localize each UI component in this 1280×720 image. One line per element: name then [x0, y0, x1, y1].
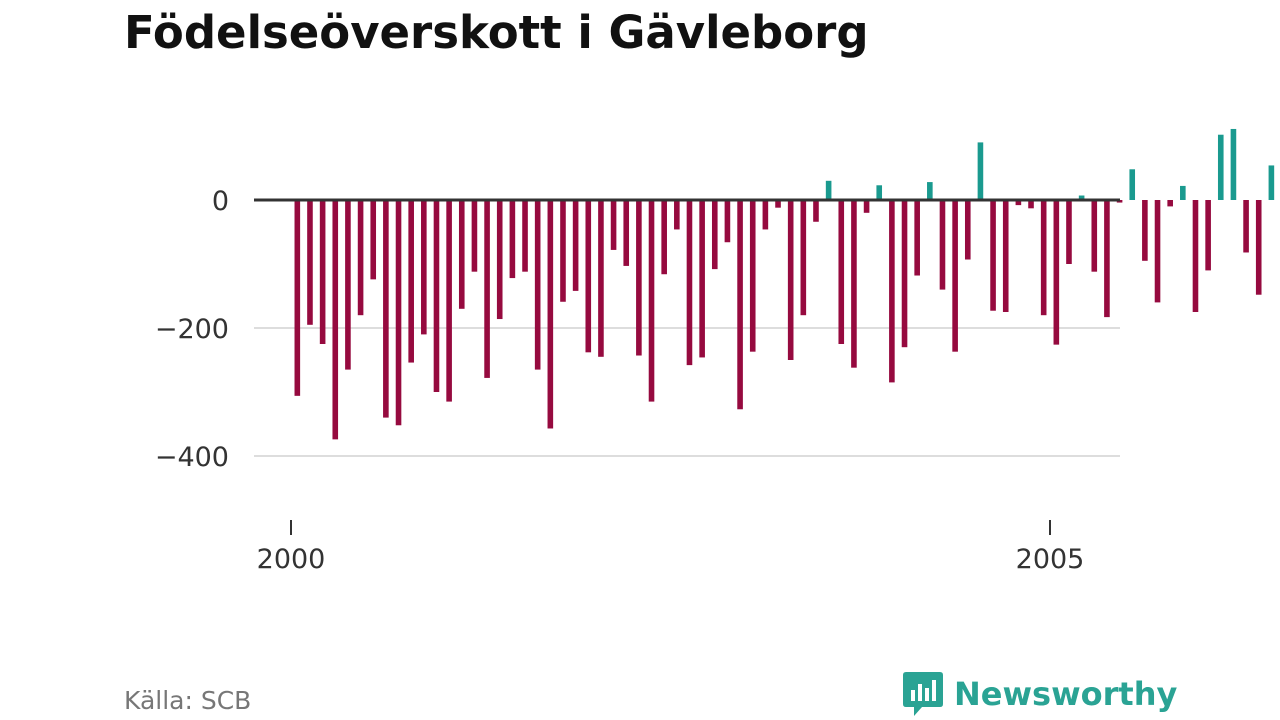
bar	[990, 200, 996, 311]
bar	[851, 200, 857, 368]
bar	[484, 200, 490, 378]
bar	[648, 200, 655, 402]
bar	[1066, 200, 1072, 264]
bar	[737, 200, 743, 410]
x-tick-label: 2000	[257, 544, 326, 575]
bar	[458, 200, 465, 309]
bar	[534, 200, 541, 370]
bar	[471, 200, 478, 272]
bar	[787, 200, 794, 360]
bar	[1230, 128, 1237, 200]
bar	[572, 200, 579, 291]
bar	[838, 200, 845, 344]
brand-name: Newsworthy	[954, 675, 1178, 713]
bar	[661, 200, 667, 275]
bar	[357, 200, 364, 316]
bar	[560, 200, 566, 302]
chart-title: Födelseöverskott i Gävleborg	[124, 6, 869, 59]
bar	[1028, 200, 1034, 209]
bar	[345, 200, 351, 370]
bars	[294, 128, 1275, 440]
bar	[1154, 200, 1161, 303]
bar	[370, 200, 377, 280]
bar	[952, 200, 958, 352]
bar	[825, 180, 832, 200]
bar	[1192, 200, 1199, 312]
bar	[699, 200, 705, 358]
bar	[319, 200, 326, 344]
bar	[1104, 200, 1110, 318]
bar	[775, 200, 781, 208]
bar	[496, 200, 503, 320]
bar	[1268, 165, 1275, 200]
bar	[762, 200, 769, 230]
bar	[964, 200, 971, 260]
y-axis-labels: 0 −200 −400	[155, 186, 229, 473]
bar	[623, 200, 630, 266]
bar	[598, 200, 604, 357]
bar	[863, 200, 870, 213]
bar	[749, 200, 756, 352]
bar	[395, 200, 402, 426]
bar	[914, 200, 920, 276]
bar	[522, 200, 528, 272]
bar	[433, 200, 440, 392]
x-axis: 200020052010201520202025	[257, 520, 1085, 575]
bar	[1217, 134, 1224, 200]
bar	[1243, 200, 1249, 253]
bar	[977, 142, 984, 200]
bar	[1205, 200, 1211, 271]
bar	[294, 200, 301, 396]
bar	[1015, 200, 1022, 206]
bar	[1180, 185, 1186, 200]
bar-chart-speech-bubble-icon	[903, 672, 943, 716]
y-tick-label: −400	[155, 442, 229, 473]
bar	[901, 200, 908, 348]
bar	[686, 200, 693, 366]
y-tick-label: −200	[155, 314, 229, 345]
bar	[724, 200, 731, 243]
bar	[1129, 169, 1136, 200]
bar	[674, 200, 680, 230]
bar	[1053, 200, 1060, 345]
brand-logo: Newsworthy	[902, 670, 1177, 718]
bar	[610, 200, 617, 250]
bar	[446, 200, 452, 402]
bar	[1255, 200, 1262, 295]
bar	[1091, 200, 1098, 272]
bar	[889, 200, 895, 383]
bar	[636, 200, 642, 356]
bar	[332, 200, 339, 440]
bar	[408, 200, 414, 363]
bar	[383, 200, 389, 418]
bar	[800, 200, 807, 316]
bar	[1167, 200, 1173, 207]
bar	[1040, 200, 1047, 316]
bar	[307, 200, 313, 325]
bar	[1002, 200, 1009, 312]
bar	[509, 200, 516, 279]
bar	[585, 200, 592, 353]
bar	[813, 200, 819, 222]
bar	[939, 200, 946, 290]
bar	[421, 200, 427, 335]
source-note: Källa: SCB	[124, 686, 252, 715]
bar	[927, 182, 933, 200]
bar	[547, 200, 554, 429]
x-tick-label: 2005	[1016, 544, 1085, 575]
bar	[1142, 200, 1148, 261]
bar	[1078, 195, 1085, 200]
y-tick-label: 0	[212, 186, 229, 217]
bar	[876, 185, 883, 200]
bar	[711, 200, 718, 270]
